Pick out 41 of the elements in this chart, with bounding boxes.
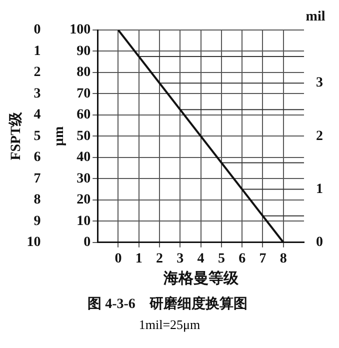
y2-tick-label: 0 [316,235,323,250]
y-tick-label: 50 [76,128,91,144]
y2-tick-label: 1 [316,182,323,197]
x-tick-label: 4 [197,251,204,266]
y-tick-label: 100 [70,22,91,38]
y-tick-label: 80 [76,65,91,80]
y2-tick-label: 3 [316,76,323,91]
y3-tick-label: 3 [34,86,41,102]
y-tick-label: 40 [76,150,91,166]
y3-tick-label: 0 [34,22,41,38]
y3-tick-label: 10 [26,235,41,250]
y-tick-label: 70 [76,86,91,102]
x-tick-label: 3 [176,251,184,266]
y3-tick-label: 5 [34,128,41,144]
y2-tick-label: 2 [316,128,323,144]
y3-tick-label: 7 [34,171,41,186]
x-tick-label: 8 [280,251,287,266]
y-axis-title: μm [52,126,67,146]
x-tick-label: 5 [218,251,225,266]
x-axis-title: 海格曼等级 [162,270,240,288]
y3-axis-title: FSPT级 [8,111,24,160]
y3-tick-label: 2 [34,65,41,80]
y-tick-label: 10 [76,214,91,229]
y-tick-label: 30 [76,171,91,186]
y-tick-label: 20 [76,192,91,208]
x-tick-label: 0 [114,251,122,266]
y3-tick-label: 9 [34,214,41,229]
y3-tick-label: 8 [34,192,41,208]
x-tick-label: 7 [259,251,266,266]
y3-tick-label: 1 [34,44,41,59]
y3-tick-label: 4 [34,108,41,123]
x-tick-label: 1 [135,251,142,266]
x-tick-label: 6 [238,251,246,266]
x-tick-label: 2 [156,251,164,266]
y-tick-label: 90 [76,44,91,59]
text: 1mil=25μm [138,317,202,333]
text: 图 4-3-6 研磨细度换算图 [88,295,248,312]
y-tick-label: 0 [84,235,91,250]
y2-axis-title: mil [306,10,326,25]
y3-tick-label: 6 [34,150,41,166]
y-tick-label: 60 [76,108,91,123]
